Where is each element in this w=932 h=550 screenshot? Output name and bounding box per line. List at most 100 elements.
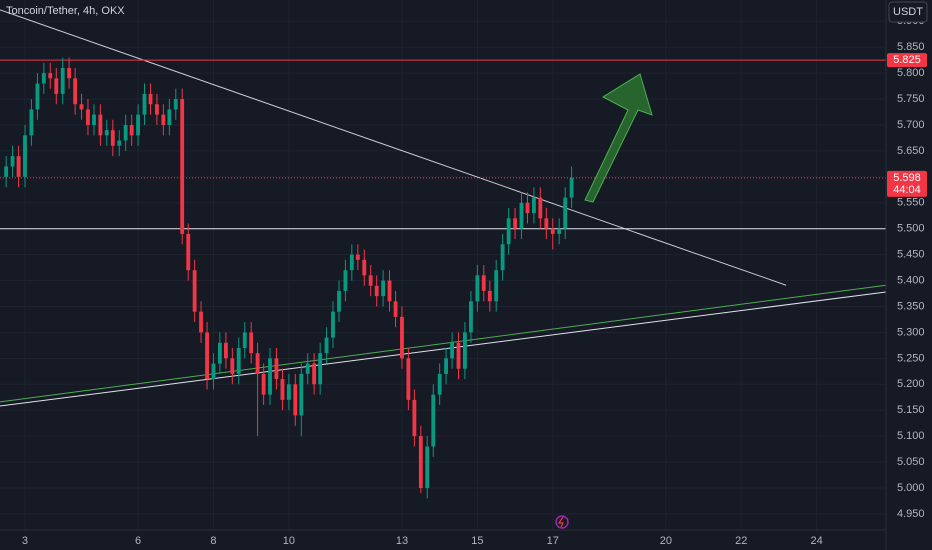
y-tick-label: 5.750 (897, 93, 925, 105)
y-tick-label: 5.550 (897, 197, 925, 209)
candle-body (117, 140, 122, 146)
y-tick-label: 5.700 (897, 119, 925, 131)
candle-body (318, 353, 323, 385)
candle-body (400, 316, 404, 359)
candle-body (192, 270, 197, 312)
candle-body (324, 337, 329, 354)
candle-body (280, 379, 285, 400)
trendline (0, 9, 787, 286)
y-tick-label: 5.050 (897, 456, 925, 468)
x-tick-label: 8 (210, 535, 216, 547)
candle-body (236, 347, 241, 374)
y-tick-label: 5.350 (897, 300, 925, 312)
y-tick-label: 4.950 (897, 508, 925, 520)
candle-body (437, 373, 442, 395)
candle-body (173, 99, 178, 110)
candle-body (349, 254, 354, 271)
candle-body (167, 109, 172, 125)
candle-body (331, 311, 335, 338)
candle-body (23, 135, 27, 177)
candle-body (110, 130, 115, 146)
x-tick-label: 17 (547, 535, 559, 547)
candle-body (274, 358, 279, 380)
last-price-label: 5.598 (893, 172, 921, 184)
candle-body (4, 166, 9, 177)
candle-body (255, 353, 260, 374)
candle-body (29, 109, 34, 136)
candle-body (563, 197, 568, 229)
candle-body (412, 399, 417, 437)
trendline (0, 291, 887, 407)
currency-label: USDT (893, 6, 923, 18)
candle-body (54, 78, 59, 94)
candle-body (425, 446, 430, 488)
candle-body (381, 280, 386, 297)
candle-body (544, 218, 549, 229)
candle-body (494, 270, 499, 302)
y-tick-label: 5.100 (897, 430, 925, 442)
trendline (0, 284, 887, 403)
candle-body (180, 99, 185, 234)
y-tick-label: 5.250 (897, 352, 925, 364)
last-price-tag (887, 170, 927, 197)
y-tick-label: 5.200 (897, 378, 925, 390)
event-icon[interactable] (555, 515, 569, 529)
candle-body (242, 332, 247, 348)
candle-body (211, 363, 216, 380)
candle-body (41, 73, 46, 84)
y-tick-label: 5.150 (897, 404, 925, 416)
candle-body (387, 280, 392, 302)
x-tick-label: 20 (660, 535, 672, 547)
currency-button[interactable] (888, 1, 928, 23)
candle-body (456, 342, 461, 369)
candle-body (569, 177, 574, 198)
candle-body (343, 270, 348, 291)
candle-body (444, 358, 448, 374)
candle-body (557, 228, 562, 234)
x-tick-label: 24 (811, 535, 823, 547)
candle-body (129, 124, 134, 136)
x-tick-label: 3 (22, 535, 28, 547)
candle-body (293, 384, 298, 416)
candle-body (136, 114, 141, 136)
candle-body (312, 363, 317, 385)
candle-body (374, 285, 379, 297)
y-tick-label: 5.300 (897, 326, 925, 338)
candle-body (205, 332, 209, 380)
candle-body (67, 67, 72, 79)
candle-body (362, 259, 367, 276)
candle-body (519, 202, 524, 229)
candle-body (337, 290, 341, 312)
candle-body (92, 114, 96, 125)
x-tick-label: 6 (135, 535, 141, 547)
candle-body (550, 228, 555, 234)
level-tag-label: 5.825 (893, 54, 921, 66)
event-icon-bolt (557, 516, 564, 528)
candle-body (268, 358, 272, 395)
candle-body (286, 384, 291, 400)
x-tick-label: 15 (471, 535, 483, 547)
candle-body (450, 342, 455, 359)
candle-body (487, 290, 492, 302)
candle-body (104, 130, 109, 136)
y-tick-label: 5.000 (897, 482, 925, 494)
candle-body (462, 332, 467, 369)
candle-body (506, 218, 511, 245)
candle-body (35, 83, 40, 110)
candle-body (217, 342, 222, 364)
candle-body (199, 311, 203, 333)
y-tick-label: 5.850 (897, 41, 925, 53)
candle-body (481, 275, 486, 291)
candle-body (48, 73, 53, 79)
candle-body (531, 197, 536, 214)
axes: 4.950 5.000 5.050 5.100 5.150 5.200 5.250 5.300… (22, 15, 927, 547)
candle-body (418, 436, 423, 488)
candle-body (368, 275, 373, 286)
candle-body (406, 358, 411, 400)
y-tick-label: 5.450 (897, 249, 925, 261)
candle-body (305, 363, 310, 374)
candle-body (10, 156, 15, 167)
y-tick-label: 5.400 (897, 274, 925, 286)
candle-body (223, 342, 228, 359)
